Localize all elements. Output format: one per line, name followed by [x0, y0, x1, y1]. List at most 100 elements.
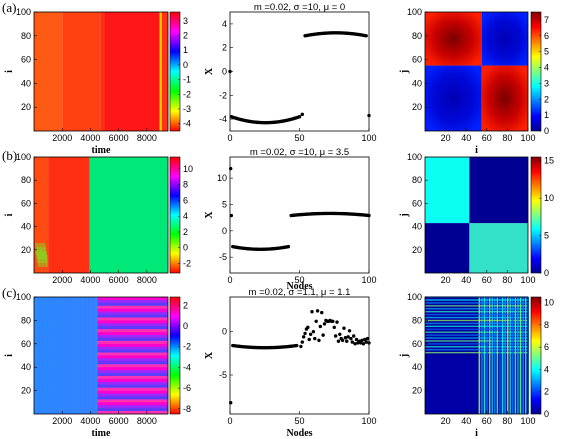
space-time-texture	[90, 297, 92, 414]
matrix-colorbar-label: 15	[544, 156, 554, 166]
snapshot-point	[354, 337, 359, 342]
snapshot-point	[361, 342, 366, 346]
space-time-ytick-label: 40	[21, 362, 31, 372]
space-time-texture	[46, 297, 48, 414]
space-time-xtick-label: 2000	[52, 416, 72, 426]
space-time-colorbar-label: -8	[183, 404, 191, 414]
snapshot-xtick-label: 100	[361, 416, 376, 426]
matrix-noise-col	[517, 297, 519, 414]
space-time-colorbar-label: 0	[183, 60, 188, 70]
matrix-xtick-label: 80	[502, 416, 512, 426]
snapshot-point	[353, 342, 357, 346]
snapshot-point	[347, 329, 352, 333]
space-time-ylabel: i	[4, 354, 15, 357]
space-time-panel-2: 2000 4000 6000 800020406080100itime20-2-4-6…	[4, 292, 191, 439]
matrix-ytick-label: 40	[412, 362, 422, 372]
space-time-stripe	[97, 308, 168, 312]
snapshot-point	[295, 343, 299, 348]
space-time-xtick-label: 2000	[52, 133, 72, 143]
row-a: (a)	[2, 0, 16, 15]
matrix-noise-col	[524, 297, 527, 414]
matrix-xlabel: i	[475, 428, 478, 439]
matrix-noise-row	[425, 322, 528, 325]
space-time-block	[48, 157, 90, 273]
space-time-ylabel: i	[4, 213, 15, 216]
space-time-stripe	[97, 346, 168, 350]
space-time-ytick-label: 40	[21, 78, 31, 88]
matrix-noise-col	[504, 297, 506, 414]
snapshot-ytick-label: 0	[222, 67, 227, 77]
space-time-ytick-label: 100	[16, 292, 31, 302]
snapshot-point	[350, 340, 355, 344]
snapshot-point	[331, 319, 335, 323]
space-time-xtick-label: 8000	[137, 133, 157, 143]
space-time-colorbar-label: -2	[183, 89, 191, 99]
space-time-colorbar-label: -3	[183, 104, 191, 114]
space-time-stripe	[97, 402, 168, 406]
snapshot-point	[367, 213, 371, 218]
space-time-ytick-label: 80	[21, 31, 31, 41]
space-time-stripe	[97, 364, 168, 368]
matrix-colorbar	[530, 156, 542, 274]
snapshot-point	[311, 329, 316, 334]
matrix-noise-col	[486, 297, 488, 414]
snapshot-ytick-label: 0	[222, 226, 227, 236]
space-time-texture	[40, 297, 42, 414]
snapshot-point	[301, 335, 306, 339]
space-time-texture	[38, 297, 40, 414]
space-time-colorbar-label: -2	[183, 342, 191, 352]
matrix-block-cross	[469, 157, 528, 224]
matrix-xtick-label: 80	[502, 133, 512, 143]
snapshot-point	[333, 334, 338, 338]
matrix-block-same	[481, 65, 528, 131]
space-time-xtick-label: 8000	[137, 275, 157, 285]
space-time-stripe	[97, 387, 168, 391]
snapshot-point	[303, 331, 307, 336]
row-c: (c)	[2, 285, 16, 300]
snapshot-point	[332, 325, 336, 330]
snapshot-point	[338, 332, 342, 336]
snapshot-ylabel: X	[204, 211, 215, 219]
snapshot-point	[300, 112, 304, 117]
snapshot-point	[352, 334, 356, 338]
matrix-colorbar-label: 6	[544, 31, 549, 41]
space-time-stripe	[97, 355, 168, 359]
matrix-ytick-label: 60	[412, 339, 422, 349]
space-time-stripe	[97, 384, 168, 388]
space-time-xtick-label: 2000	[52, 275, 72, 285]
space-time-texture	[72, 297, 74, 414]
matrix-colorbar-label: 1	[544, 110, 549, 120]
snapshot-title: m =0.02, σ =10, μ = 3.5	[250, 147, 349, 158]
snapshot-point	[340, 338, 345, 343]
space-time-stripe	[97, 393, 168, 397]
matrix-noise-col	[483, 297, 486, 414]
space-time-ytick-label: 60	[21, 339, 31, 349]
matrix-noise-row	[425, 319, 528, 322]
matrix-ytick-label: 100	[407, 152, 422, 162]
matrix-noise-col	[478, 297, 481, 414]
space-time-stripe	[97, 375, 168, 380]
snapshot-point	[318, 324, 323, 329]
matrix-frame	[424, 11, 529, 132]
matrix-ytick-label: 100	[407, 7, 422, 17]
snapshot-title: m =0.02, σ =10, μ = 0	[254, 2, 345, 13]
matrix-noise-col	[499, 297, 501, 414]
transient-streak	[44, 255, 48, 267]
matrix-xtick-label: 100	[520, 133, 535, 143]
space-time-texture	[80, 297, 82, 414]
snapshot-point	[363, 337, 367, 342]
matrix-block-cross	[425, 65, 482, 131]
snapshot-point	[367, 341, 371, 345]
matrix-frame	[424, 156, 529, 274]
space-time-stripe	[97, 320, 168, 324]
matrix-noise-row	[425, 340, 528, 342]
matrix-xtick-label: 40	[461, 133, 471, 143]
snapshot-panel-0: 0 50 100 -4 -2 0 2 4 m =0.02, σ =10, μ = 0 X	[204, 2, 377, 143]
space-time-stripe	[97, 335, 168, 339]
snapshot-point	[365, 336, 370, 341]
space-time-stripe	[97, 326, 168, 330]
space-time-colorbar-label: 4	[183, 211, 188, 221]
snapshot-point	[313, 336, 317, 341]
space-time-stripe	[97, 340, 168, 345]
matrix-ytick-label: 100	[407, 292, 422, 302]
